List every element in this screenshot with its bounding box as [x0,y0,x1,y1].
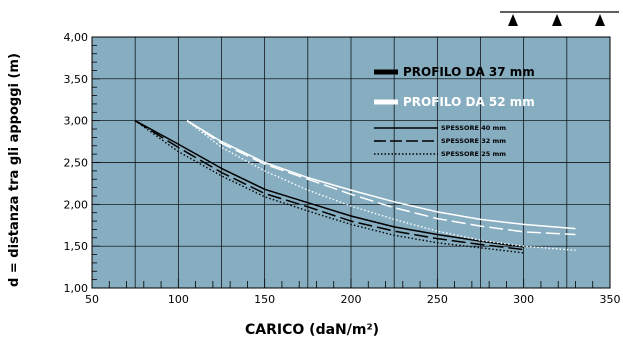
legend-label-spessore-25: SPESSORE 25 mm [441,150,506,158]
y-tick-label: 2,50 [64,157,89,170]
y-tick-label: 4,00 [64,31,89,44]
legend-label-spessore-32: SPESSORE 32 mm [441,137,506,145]
series-line [134,120,524,251]
y-tick-label: 1,00 [64,282,89,295]
x-tick-label: 50 [85,293,99,306]
grid [92,37,610,288]
legend: PROFILO DA 37 mm PROFILO DA 52 mm SPESSO… [374,65,535,158]
series-line [186,120,576,251]
y-tick-label: 3,00 [64,115,89,128]
x-tick-label: 300 [513,293,534,306]
y-tick-label: 3,50 [64,73,89,86]
x-axis-title: CARICO (daN/m²) [245,322,379,338]
y-axis-title: d = distanza tra gli appoggi (m) [7,53,22,287]
x-tick-label: 200 [341,293,362,306]
y-tick-label: 2,00 [64,198,89,211]
x-tick-label: 350 [600,293,621,306]
series-line [134,120,524,254]
series-line [186,120,576,230]
series-layer [134,120,576,254]
support-marker-icon [552,14,562,26]
legend-label-profilo-52: PROFILO DA 52 mm [403,95,535,109]
series-line [186,120,576,236]
series-line [134,120,524,248]
x-tick-label: 250 [427,293,448,306]
x-tick-label: 150 [254,293,275,306]
minor-ticks [91,36,611,289]
support-marker-icon [595,14,605,26]
y-tick-labels: 1,00 1,50 2,00 2,50 3,00 3,50 4,00 [64,31,89,295]
support-markers [500,11,619,26]
support-marker-icon [508,14,518,26]
legend-label-spessore-40: SPESSORE 40 mm [441,124,506,132]
y-tick-label: 1,50 [64,240,89,253]
x-tick-label: 100 [168,293,189,306]
x-tick-labels: 50 100 150 200 250 300 350 [85,293,621,306]
legend-label-profilo-37: PROFILO DA 37 mm [403,65,535,79]
